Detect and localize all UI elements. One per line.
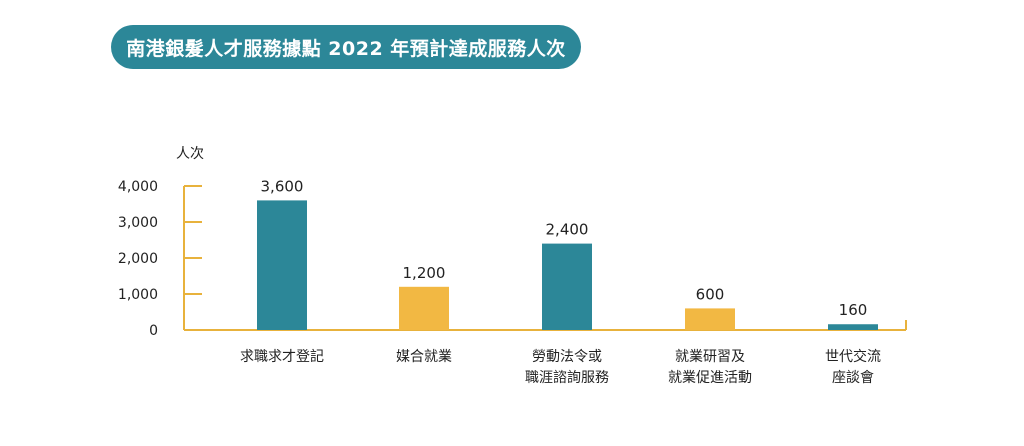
y-tick-label: 0 [149, 323, 158, 339]
y-tick-label: 3,000 [118, 215, 158, 231]
chart-title: 南港銀髮人才服務據點 2022 年預計達成服務人次 [111, 25, 581, 69]
x-tick-label: 世代交流 [825, 348, 881, 365]
bar [257, 200, 307, 330]
y-axis-label: 人次 [176, 146, 204, 162]
y-tick-label: 1,000 [118, 287, 158, 303]
x-tick-label: 職涯諮詢服務 [525, 369, 609, 386]
bar [399, 286, 449, 330]
data-label: 600 [696, 285, 725, 303]
bar [828, 324, 878, 330]
x-tick-label: 勞動法令或 [532, 349, 602, 365]
y-tick-label: 4,000 [118, 179, 158, 195]
data-label: 1,200 [403, 264, 446, 282]
bar [542, 243, 592, 330]
x-tick-label: 求職求才登記 [240, 348, 324, 365]
x-tick-label: 座談會 [832, 370, 874, 386]
data-label: 160 [839, 301, 868, 319]
bar [685, 308, 735, 330]
data-label: 2,400 [546, 221, 589, 239]
y-tick-label: 2,000 [118, 251, 158, 267]
x-tick-label: 就業研習及 [675, 349, 745, 365]
x-tick-label: 就業促進活動 [668, 370, 752, 386]
x-tick-label: 媒合就業 [396, 349, 452, 365]
data-label: 3,600 [261, 177, 304, 195]
